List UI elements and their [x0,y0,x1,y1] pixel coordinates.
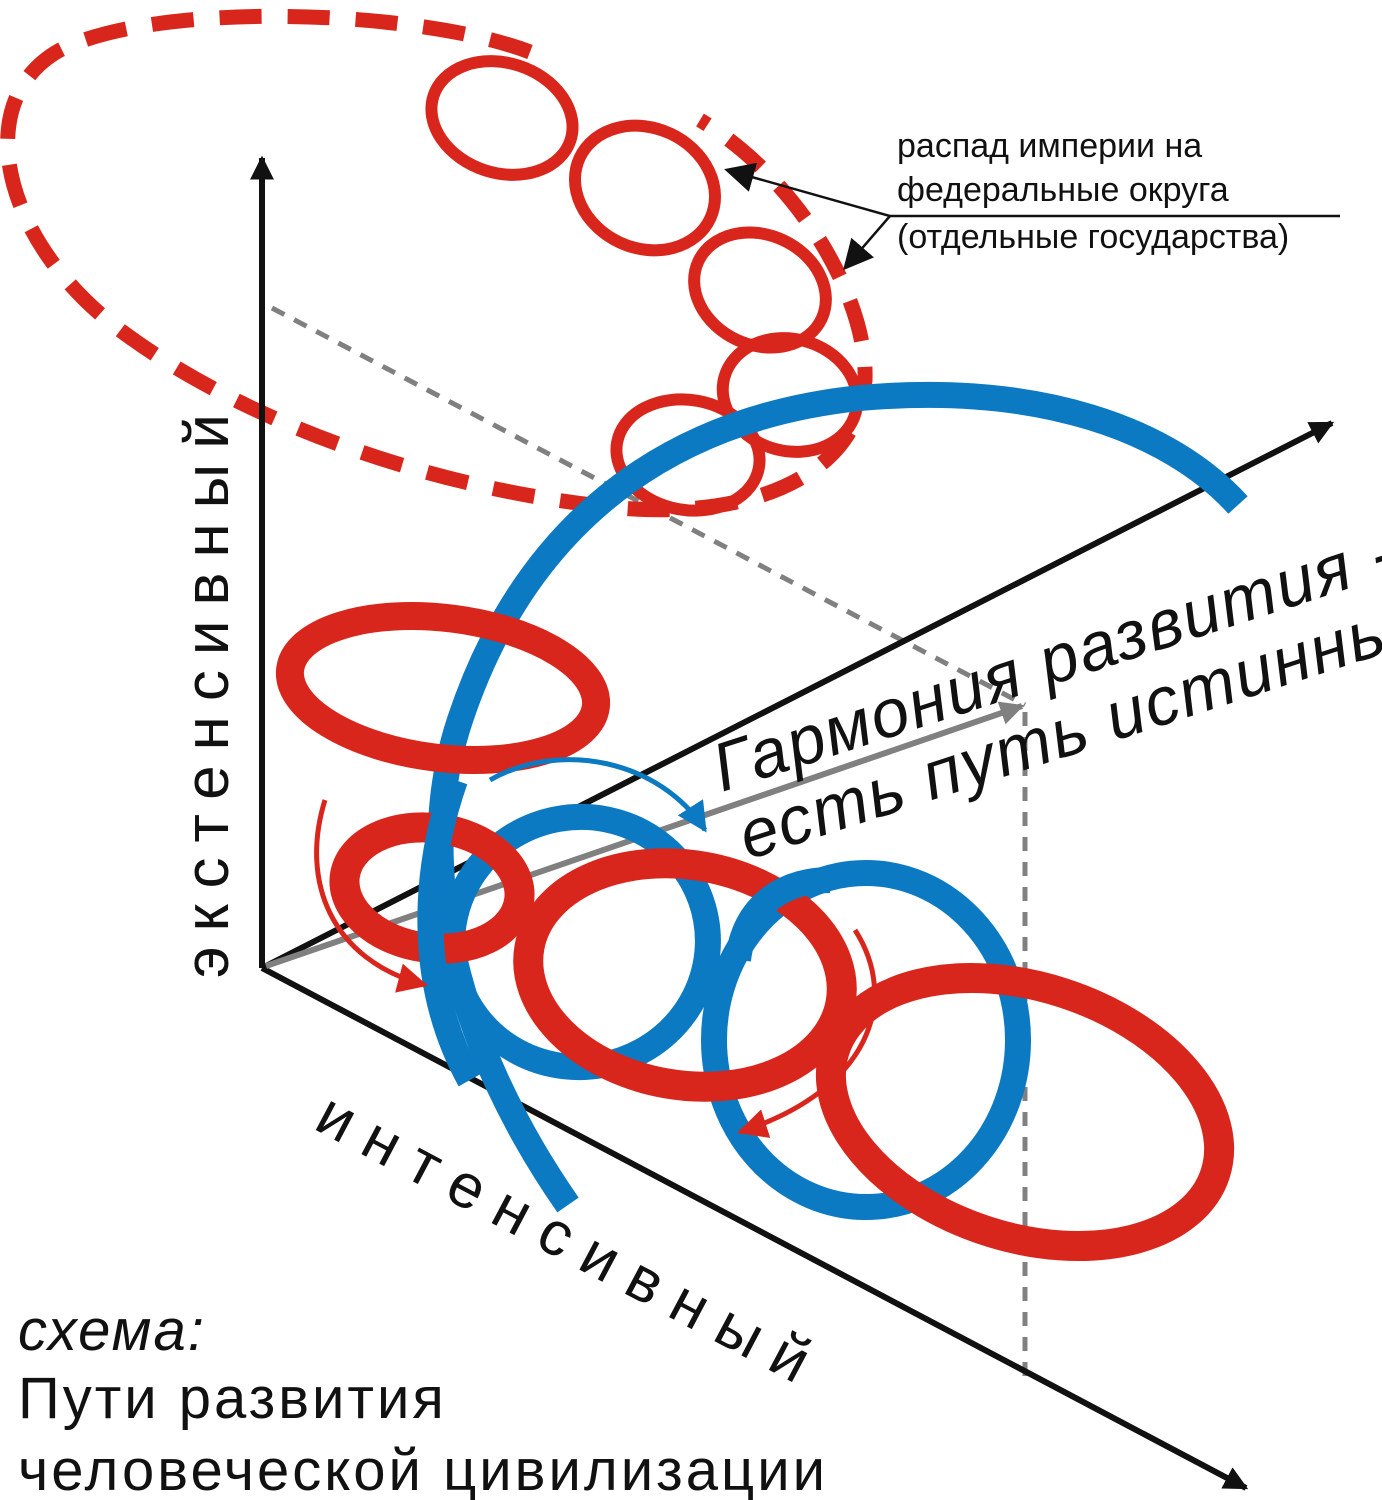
dashed-empire-path [0,8,873,518]
small-red-ring [688,226,832,354]
small-red-ring [425,55,579,181]
rotation-arrows [314,757,878,1138]
breakup-rings [425,55,864,517]
blue-ring-front-segment [725,867,831,963]
caption-title-line2: человеческой цивилизации [18,1438,828,1500]
axis-vertical-label: экстенсивный [173,399,242,978]
small-red-ring [716,332,864,458]
caption-label: схема: [18,1298,206,1363]
caption: схема: Пути развития человеческой цивили… [18,1298,828,1500]
caption-title-line1: Пути развития [18,1366,447,1431]
breakup-note-line3: (отдельные государства) [897,218,1289,256]
small-red-ring [568,119,722,257]
curved-arrow-icon [314,799,428,993]
breakup-note-line2: федеральные округа [897,171,1229,209]
axis-intensive [260,965,1249,1491]
note-pointers [724,162,1340,271]
red-ring [513,848,857,1102]
curved-arrow-icon [737,928,878,1138]
breakup-note-line1: распад империи на [897,127,1202,165]
note-pointer-arrow [724,162,891,218]
curved-arrow-icon [488,757,708,833]
blue-ring [701,860,1031,1220]
blue-arc-front-segment [417,775,482,1087]
red-ring [815,963,1235,1261]
note-pointer-arrow [843,215,891,271]
dashed-red-orbit [0,8,873,518]
breakup-note: распад империи на федеральные округа (от… [897,127,1289,256]
small-red-ring [610,393,766,517]
red-ring-upper [275,602,611,774]
